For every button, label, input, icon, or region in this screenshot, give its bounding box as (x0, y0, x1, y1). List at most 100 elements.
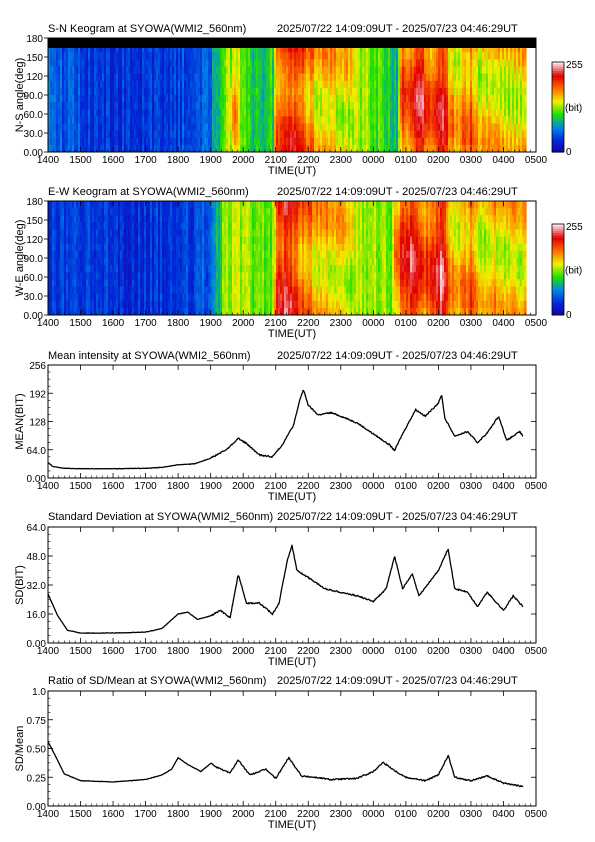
keogram-cell (408, 123, 411, 132)
keogram-cell (524, 95, 527, 103)
keogram-cell (140, 59, 143, 68)
keogram-cell (124, 144, 127, 152)
keogram-cell (160, 87, 163, 96)
keogram-cell (84, 279, 87, 288)
keogram-cell (414, 95, 417, 103)
keogram-cell (190, 137, 193, 146)
keogram-cell (498, 144, 501, 152)
keogram-cell (130, 144, 133, 152)
keogram-cell (438, 144, 441, 152)
keogram-cell (190, 95, 193, 103)
keogram-cell (354, 109, 357, 117)
keogram-cell (132, 208, 135, 216)
keogram-cell (164, 87, 167, 96)
keogram-cell (218, 102, 221, 110)
keogram-cell (278, 130, 281, 139)
keogram-cell (128, 307, 131, 315)
keogram-cell (184, 102, 187, 110)
keogram-cell (134, 286, 137, 295)
keogram-cell (298, 59, 301, 68)
keogram-cell (386, 52, 389, 60)
keogram-cell (362, 52, 365, 60)
keogram-cell (90, 95, 93, 103)
keogram-cell (318, 59, 321, 68)
keogram-cell (94, 130, 97, 139)
keogram-cell (168, 208, 171, 216)
keogram-cell (128, 102, 131, 110)
keogram-cell (504, 95, 507, 103)
keogram-cell (202, 116, 205, 125)
keogram-cell (212, 123, 215, 132)
keogram-cell (428, 123, 431, 132)
keogram-cell (186, 109, 189, 117)
keogram-cell (110, 45, 113, 53)
keogram-cell (124, 102, 127, 110)
keogram-cell (140, 243, 143, 252)
keogram-cell (386, 130, 389, 139)
keogram-cell (394, 116, 397, 125)
keogram-cell (78, 87, 81, 96)
keogram-cell (290, 59, 293, 68)
keogram-cell (252, 137, 255, 146)
keogram-cell (142, 208, 145, 216)
keogram-cell (336, 59, 339, 68)
y-tick-label: 30.0 (24, 129, 44, 140)
keogram-cell (424, 137, 427, 146)
keogram-cell (160, 258, 163, 266)
keogram-cell (304, 137, 307, 146)
keogram-cell (214, 45, 217, 53)
keogram-cell (210, 66, 213, 75)
keogram-cell (80, 201, 83, 209)
keogram-cell (352, 45, 355, 53)
keogram-cell (110, 52, 113, 60)
keogram-cell (254, 116, 257, 125)
keogram-cell (340, 59, 343, 68)
keogram-cell (52, 102, 55, 110)
x-tick-label: 2100 (265, 155, 288, 166)
keogram-cell (398, 80, 401, 89)
keogram-cell (260, 45, 263, 53)
keogram-cell (146, 258, 149, 266)
keogram-cell (140, 66, 143, 75)
keogram-cell (264, 109, 267, 117)
keogram-cell (354, 102, 357, 110)
keogram-cell (80, 95, 83, 103)
keogram-cell (462, 116, 465, 125)
keogram-cell (148, 109, 151, 117)
keogram-cell (150, 250, 153, 259)
keogram-cell (260, 87, 263, 96)
keogram-cell (120, 307, 123, 315)
keogram-cell (292, 102, 295, 110)
keogram-cell (280, 102, 283, 110)
keogram-cell (382, 73, 385, 82)
keogram-cell (166, 300, 169, 309)
keogram-cell (274, 144, 277, 152)
keogram-cell (174, 95, 177, 103)
keogram-cell (58, 229, 61, 238)
keogram-cell (114, 116, 117, 125)
keogram-cell (76, 144, 79, 152)
keogram-cell (264, 87, 267, 96)
keogram-cell (500, 59, 503, 68)
keogram-cell (64, 229, 67, 238)
keogram-cell (138, 300, 141, 309)
keogram-cell (250, 109, 253, 117)
keogram-cell (512, 87, 515, 96)
keogram-cell (220, 73, 223, 82)
keogram-cell (178, 45, 181, 53)
keogram-cell (246, 87, 249, 96)
keogram-cell (78, 286, 81, 295)
keogram-cell (112, 123, 115, 132)
keogram-cell (184, 73, 187, 82)
keogram-cell (68, 250, 71, 259)
keogram-cell (110, 144, 113, 152)
keogram-cell (396, 123, 399, 132)
keogram-cell (170, 102, 173, 110)
keogram-cell (76, 307, 79, 315)
keogram-cell (354, 73, 357, 82)
keogram-cell (78, 102, 81, 110)
keogram-cell (498, 66, 501, 75)
keogram-cell (478, 123, 481, 132)
keogram-cell (144, 102, 147, 110)
keogram-cell (194, 52, 197, 60)
